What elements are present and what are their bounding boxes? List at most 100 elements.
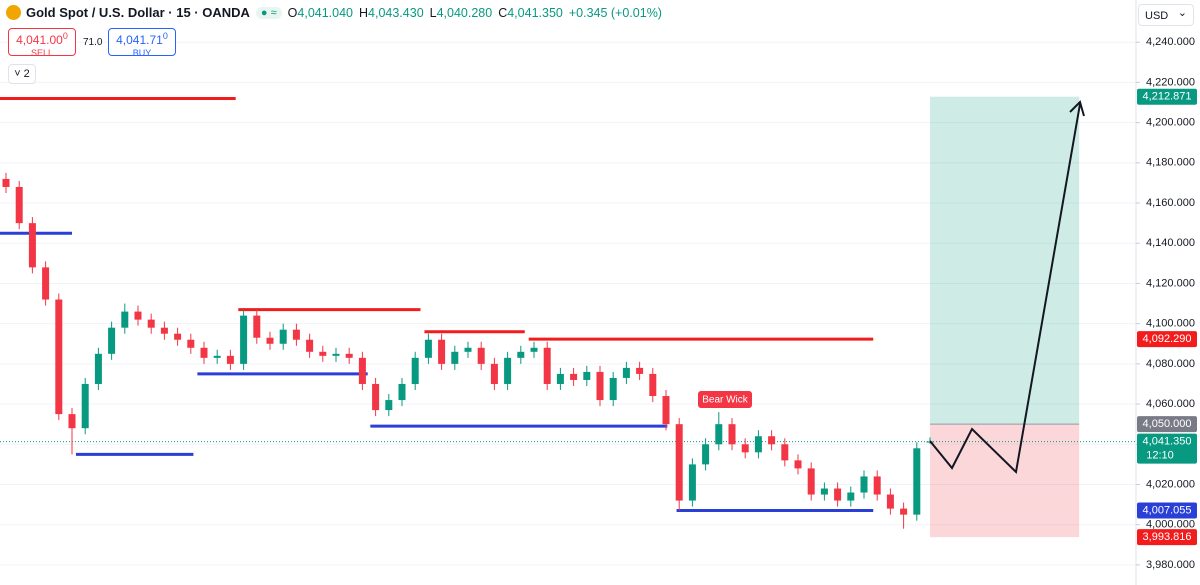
candle-body — [596, 371, 604, 401]
arrow-head — [1069, 100, 1085, 117]
candle-body — [728, 424, 736, 445]
status: ● ≈ — [255, 6, 282, 19]
candle-body — [266, 337, 274, 344]
candle-body — [411, 357, 419, 384]
candle-body — [834, 488, 842, 501]
candle-body — [622, 367, 630, 378]
candle-body — [332, 353, 340, 356]
sell-button[interactable]: 4,041.000 SELL — [8, 28, 76, 58]
candle-body — [556, 373, 564, 384]
candle-body — [754, 436, 762, 453]
candle-body — [464, 347, 472, 352]
candle-body — [900, 508, 908, 515]
y-tick-label: 3,980.000 — [1146, 559, 1195, 571]
y-tick-label: 4,220.000 — [1146, 76, 1195, 88]
price-label-bg — [1137, 433, 1197, 464]
candle-body — [688, 464, 696, 501]
levels — [0, 97, 1136, 513]
drawings: Bear Wick — [698, 100, 1085, 475]
candle-body — [477, 347, 485, 364]
candle-body — [741, 444, 749, 453]
buy-price-sup: 0 — [162, 31, 168, 41]
price-label-bg — [1137, 416, 1197, 433]
ohlc-value: 4,040.280 — [436, 5, 493, 20]
y-tick-label: 4,200.000 — [1146, 117, 1195, 129]
sell-price-sup: 0 — [62, 31, 68, 41]
buy-button[interactable]: 4,041.710 BUY — [108, 28, 176, 58]
price-label: 4,041.350 — [1143, 435, 1192, 447]
price-label: 3,993.816 — [1143, 531, 1192, 543]
axis-labels: 4,240.000 4,220.000 4,200.000 4,180.000 4,16… — [1136, 36, 1197, 571]
indicators-toggle[interactable]: ˅ 2 — [8, 64, 36, 84]
candle-body — [15, 186, 23, 224]
candle-body — [160, 327, 168, 334]
buy-price: 4,041.71 — [116, 33, 163, 47]
ohlc-label: O — [287, 5, 298, 20]
indicator-count: 2 — [23, 68, 30, 80]
candle-body — [240, 315, 248, 364]
candle-body — [702, 444, 710, 465]
candle-body — [543, 347, 551, 384]
candle-body — [886, 494, 894, 509]
y-tick-label: 4,140.000 — [1146, 237, 1195, 249]
candle-body — [292, 329, 300, 340]
candle-body — [134, 311, 142, 320]
symbol[interactable]: Gold Spot / U.S. Dollar · 15 · OANDA — [26, 5, 250, 20]
projection-path — [929, 103, 1081, 475]
spread: 71.0 — [83, 37, 103, 48]
candle-body — [55, 299, 63, 415]
candle-body — [385, 400, 393, 411]
candle-body — [530, 347, 538, 352]
candle-body — [913, 448, 921, 515]
y-tick-label: 4,080.000 — [1146, 358, 1195, 370]
candle-body — [345, 353, 353, 358]
candle-body — [715, 424, 723, 445]
candles — [2, 172, 934, 529]
candle-body — [121, 311, 129, 328]
candle-body — [662, 396, 670, 425]
candle-body — [319, 351, 327, 356]
candle-body — [94, 353, 102, 384]
candle-body — [873, 476, 881, 495]
candle-body — [860, 476, 868, 493]
annotation: Bear Wick — [702, 395, 749, 406]
candle-body — [213, 355, 221, 358]
price-label-bg — [1137, 529, 1197, 546]
y-tick-label: 4,180.000 — [1146, 157, 1195, 169]
candle-body — [451, 351, 459, 364]
buy-label: BUY — [132, 48, 152, 58]
stop-zone — [930, 424, 1080, 538]
price-label-bg — [1137, 88, 1197, 105]
change: +0.345 (+0.01%) — [568, 5, 662, 20]
candle-body — [847, 492, 855, 501]
y-tick-label: 4,240.000 — [1146, 36, 1195, 48]
price-label: 4,050.000 — [1143, 418, 1192, 430]
price-label: 4,092.290 — [1143, 333, 1192, 345]
currency-select[interactable]: USD — [1138, 2, 1194, 26]
candle-body — [820, 488, 828, 495]
sell-price: 4,041.00 — [16, 33, 63, 47]
candle-body — [174, 333, 182, 340]
candle-body — [253, 315, 261, 338]
candle-body — [424, 339, 432, 358]
y-tick-label: 4,100.000 — [1146, 318, 1195, 330]
candle-body — [570, 373, 578, 380]
ohlc-value: 4,041.040 — [297, 5, 353, 20]
ohlc-value: 4,043.430 — [368, 5, 424, 20]
candle-body — [372, 383, 380, 411]
candle-body — [583, 371, 591, 380]
ohlc-label: H — [359, 5, 369, 20]
candle-body — [504, 357, 512, 384]
target-zone — [930, 96, 1080, 425]
candle-body — [807, 468, 815, 495]
grid — [0, 41, 1136, 566]
y-tick-label: 4,160.000 — [1146, 197, 1195, 209]
price-label: 4,212.871 — [1143, 91, 1192, 103]
y-tick-label: 4,060.000 — [1146, 398, 1195, 410]
candle-body — [108, 327, 116, 354]
y-tick-label: 4,120.000 — [1146, 277, 1195, 289]
candle-body — [306, 339, 314, 352]
candle-body — [187, 339, 195, 348]
